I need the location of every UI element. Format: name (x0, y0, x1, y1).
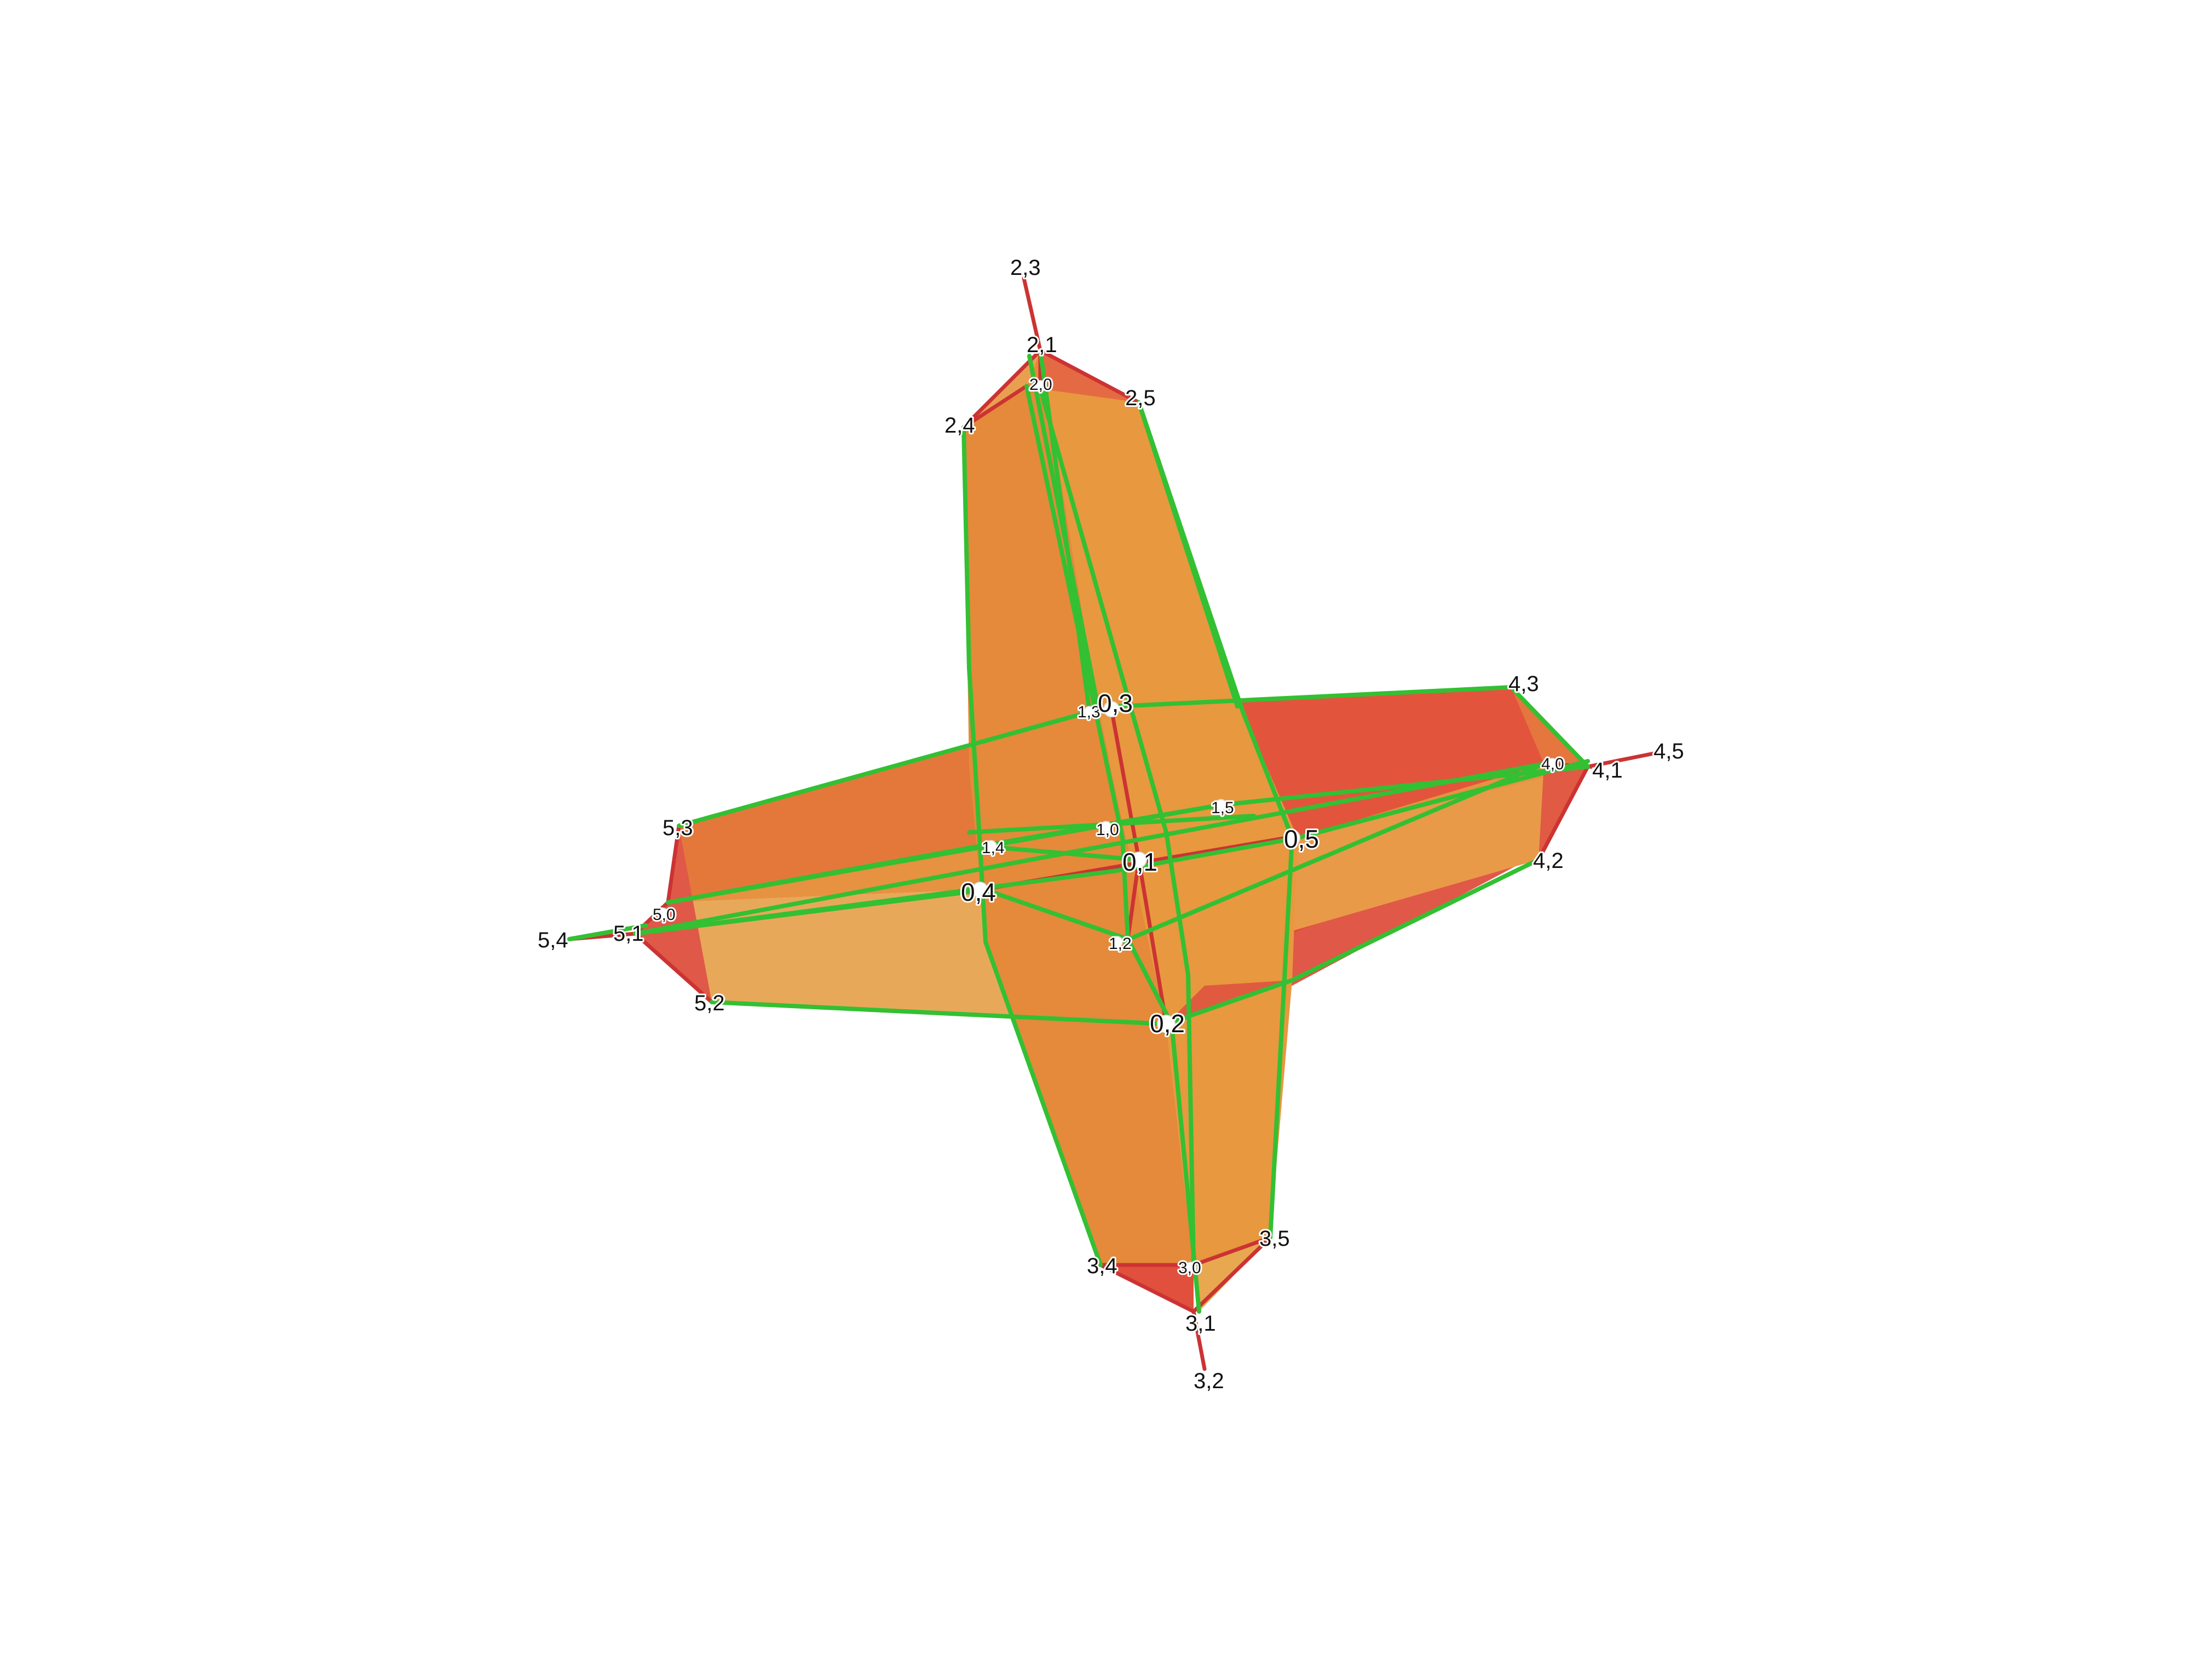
vertex-dot (972, 882, 988, 898)
edge (1120, 762, 1546, 944)
vertex-label-3-5: 3,5 (1259, 1227, 1290, 1251)
faces (635, 350, 1588, 1312)
vertex-label-4-1: 4,1 (1592, 758, 1623, 783)
vertex-label-0-4: 0,4 (961, 878, 996, 906)
vertex-label-5-0: 5,0 (653, 906, 676, 924)
vertex-label-1-3: 1,3 (1078, 703, 1101, 721)
vertex-dot (1546, 758, 1558, 770)
vertex-dot (656, 907, 669, 919)
edge (978, 844, 1141, 862)
vertex-dot (1034, 380, 1046, 392)
vertex-dot (1215, 799, 1227, 811)
vertex-label-3-2: 3,2 (1194, 1369, 1224, 1393)
vertex-label-4-3: 4,3 (1508, 672, 1539, 696)
vertex-markers (656, 380, 1558, 1274)
vertex-labels: 2,3 2,1 2,0 2,5 2,4 1,3 0,3 4,3 4,0 4,1 … (536, 254, 1686, 1395)
vertex-label-4-5: 4,5 (1654, 739, 1684, 763)
vertex-label-5-4: 5,4 (538, 928, 568, 952)
vertex-label-1-0: 1,0 (1096, 821, 1119, 839)
edge (567, 923, 648, 941)
vertex-label-3-1: 3,1 (1185, 1312, 1216, 1336)
edge (1586, 751, 1658, 769)
vertex-label-2-3: 2,3 (1010, 256, 1041, 280)
vertex-label-0-3: 0,3 (1098, 689, 1133, 717)
edge (710, 858, 1541, 1026)
face-horizontal-right-lower (1292, 767, 1588, 931)
edge (632, 824, 714, 1004)
vertex-dot (1157, 1015, 1176, 1033)
edge (1038, 387, 1196, 1267)
face-vertical-front-right (1040, 350, 1298, 1265)
face-left-cap (635, 826, 712, 1002)
vertex-dot (1284, 830, 1300, 846)
vertex-label-2-0: 2,0 (1029, 376, 1052, 394)
vertex-label-5-2: 5,2 (694, 991, 725, 1015)
vertex-label-0-2: 0,2 (1150, 1009, 1185, 1038)
vertex-label-2-1: 2,1 (1027, 333, 1057, 357)
edge (961, 384, 1029, 429)
edge (633, 762, 1546, 936)
edge (1137, 400, 1240, 709)
vertex-label-1-4: 1,4 (982, 839, 1005, 857)
vertex-label-3-0: 3,0 (1178, 1259, 1201, 1277)
face-vertical-lower-red (1166, 980, 1292, 1024)
edge (1027, 354, 1100, 709)
vertex-label-4-2: 4,2 (1533, 849, 1564, 873)
edge (1191, 1309, 1207, 1371)
vertex-label-3-4: 3,4 (1087, 1254, 1117, 1278)
vertex-dot (1103, 701, 1120, 717)
vertex-label-0-1: 0,1 (1122, 848, 1157, 876)
vertex-label-5-1: 5,1 (613, 922, 644, 946)
vertex-label-2-4: 2,4 (944, 413, 975, 438)
vertex-label-2-5: 2,5 (1125, 386, 1156, 410)
edge (1536, 764, 1590, 862)
vertex-label-1-5: 1,5 (1211, 799, 1234, 817)
vertex-dot (1185, 1262, 1197, 1274)
vertex-dot (1100, 821, 1112, 833)
vertex-label-0-5: 0,5 (1284, 825, 1319, 853)
vertex-dot (985, 840, 997, 852)
vertex-dot (1111, 936, 1123, 948)
edge (633, 759, 1590, 936)
edge (1022, 276, 1042, 353)
vertex-label-1-2: 1,2 (1109, 935, 1132, 953)
vertex-label-4-0: 4,0 (1541, 755, 1564, 773)
vertex-dot (1084, 706, 1096, 718)
edge (967, 814, 1256, 835)
vertex-dot (1131, 852, 1147, 868)
edge (1126, 858, 1141, 941)
vertex-label-5-3: 5,3 (663, 816, 693, 840)
